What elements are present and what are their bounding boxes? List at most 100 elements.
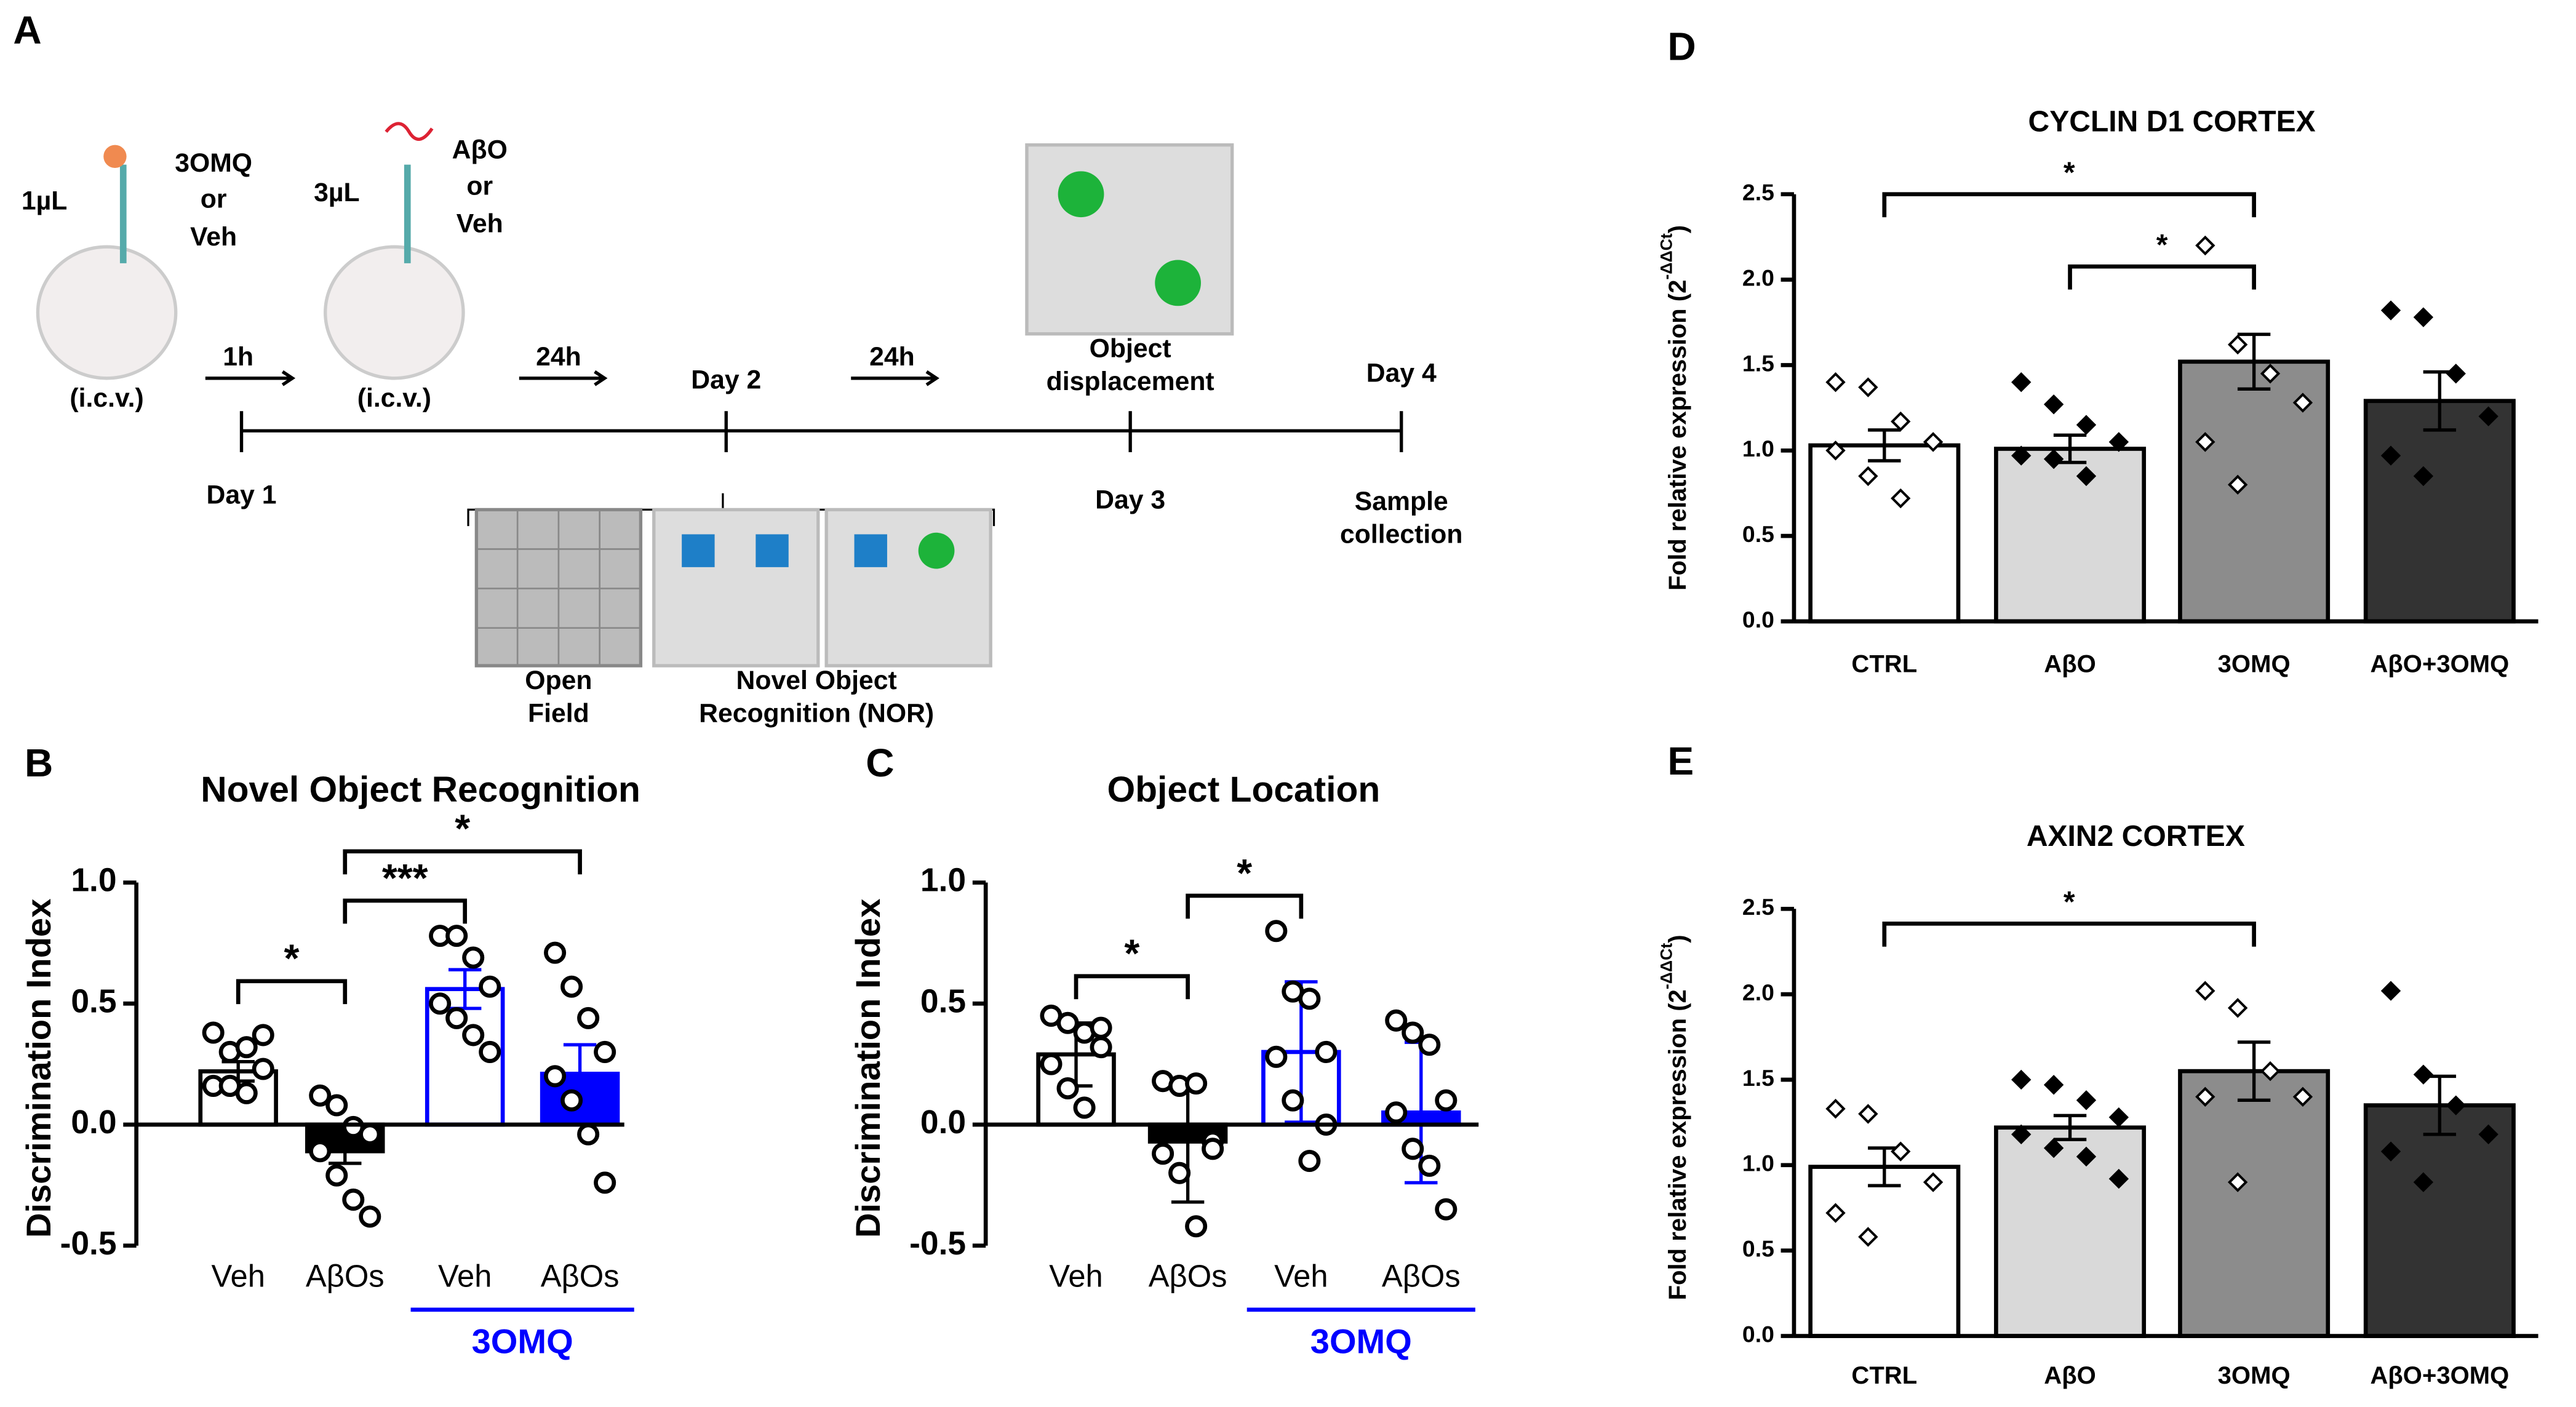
mouse: [324, 245, 465, 380]
data-point: [2413, 1172, 2434, 1192]
x-tick-label: AβO: [2044, 651, 2096, 678]
y-tick-label: 0.5: [71, 983, 116, 1019]
data-point: [325, 1094, 348, 1117]
data-point: [2011, 372, 2032, 393]
y-axis-label-end: ): [1664, 225, 1691, 233]
data-point: [479, 975, 501, 998]
data-point: [1435, 1089, 1457, 1112]
data-point: [2260, 1061, 2281, 1082]
data-point: [1056, 1011, 1079, 1034]
y-axis-label: Fold relative expression (2-ΔΔCt): [1657, 935, 1691, 1300]
diagram-label: Day 2: [691, 365, 761, 394]
object: [1155, 260, 1201, 306]
data-point: [1298, 987, 1321, 1010]
diagram-label: 3µL: [314, 178, 359, 207]
data-point: [1923, 432, 1944, 452]
data-point: [1825, 1099, 1846, 1119]
data-point: [560, 975, 583, 998]
data-point: [2478, 1124, 2498, 1145]
y-axis-label: Fold relative expression (2-ΔΔCt): [1657, 225, 1691, 591]
data-point: [2108, 1168, 2129, 1189]
diagram-label: Novel Object: [736, 666, 897, 695]
data-point: [2043, 448, 2064, 469]
y-axis-label: Discrimination Index: [19, 899, 58, 1238]
data-point: [2011, 445, 2032, 466]
arena: [652, 508, 820, 668]
y-tick-label: 0.5: [920, 983, 966, 1019]
significance-bracket: [343, 898, 468, 924]
data-point: [1825, 440, 1846, 461]
significance-bracket: [1882, 921, 2256, 947]
significance-label: ***: [382, 856, 428, 900]
error-bar: [329, 1137, 362, 1165]
data-point: [594, 1040, 616, 1063]
error-bar: [2053, 1114, 2087, 1141]
y-tick-label: 0.0: [920, 1104, 966, 1141]
x-tick-label: AβOs: [541, 1259, 620, 1294]
oligomer: [385, 122, 434, 141]
significance-bracket: [1882, 192, 2256, 218]
y-tick-label: 2.5: [1742, 180, 1774, 205]
significance-label: *: [2064, 885, 2075, 919]
mouse: [36, 245, 178, 380]
y-axis-label-end: ): [1664, 935, 1691, 943]
data-point: [2195, 981, 2215, 1001]
data-point: [1202, 1138, 1224, 1160]
data-point: [2228, 474, 2248, 495]
data-point: [1825, 1203, 1846, 1223]
data-point: [2043, 1138, 2064, 1158]
data-point: [2446, 1095, 2466, 1115]
y-tick-label: 1.0: [920, 863, 966, 899]
data-point: [2413, 466, 2434, 487]
bar: [2178, 1069, 2331, 1338]
bar: [1808, 443, 1961, 624]
data-point: [2478, 406, 2498, 426]
y-tick-label: 0.0: [1742, 607, 1774, 632]
data-point: [1858, 466, 1878, 487]
group-label: 3OMQ: [1310, 1322, 1412, 1361]
data-point: [577, 1006, 600, 1029]
significance-label: *: [284, 936, 300, 981]
diagram-label: Open: [525, 666, 592, 695]
diagram-label: Day 4: [1366, 359, 1437, 388]
data-point: [445, 1006, 468, 1029]
data-point: [2380, 981, 2401, 1001]
data-point: [1265, 1045, 1288, 1068]
data-point: [2011, 1124, 2032, 1145]
object: [854, 534, 887, 567]
data-point: [1418, 1034, 1441, 1056]
data-point: [1858, 377, 1878, 397]
diagram-label: or: [201, 185, 227, 214]
diagram-label: 1µL: [22, 186, 67, 215]
y-tick-label: 1.5: [1742, 350, 1774, 376]
y-axis-label-sup: -ΔΔCt: [1657, 233, 1675, 280]
significance-label: *: [1237, 851, 1252, 895]
data-point: [560, 1089, 583, 1112]
diagram-label: Day 1: [207, 480, 277, 509]
data-point: [1056, 1077, 1079, 1099]
data-point: [2076, 1146, 2097, 1167]
data-point: [2011, 1069, 2032, 1090]
y-tick-label: 0.0: [1742, 1321, 1774, 1347]
data-point: [342, 1188, 365, 1211]
diagram-label: Object: [1090, 334, 1171, 364]
diagram-label: 24h: [869, 342, 915, 372]
x-tick-label: AβOs: [1382, 1259, 1461, 1294]
significance-bracket: [2068, 264, 2256, 290]
chart-title: CYCLIN D1 CORTEX: [2028, 105, 2316, 138]
y-tick-label: 0.5: [1742, 521, 1774, 547]
data-point: [577, 1123, 600, 1146]
data-point: [479, 1040, 501, 1063]
data-point: [1418, 1154, 1441, 1177]
diagram-label: Day 3: [1095, 485, 1165, 514]
data-point: [2195, 235, 2215, 256]
data-point: [1858, 1227, 1878, 1247]
diagram-label: collection: [1340, 519, 1462, 549]
data-point: [1298, 1149, 1321, 1173]
data-point: [2043, 1075, 2064, 1095]
significance-label: *: [2156, 228, 2168, 261]
y-tick-label: 1.5: [1742, 1065, 1774, 1091]
data-point: [2292, 393, 2313, 413]
data-point: [2380, 300, 2401, 321]
arena: [824, 508, 992, 668]
